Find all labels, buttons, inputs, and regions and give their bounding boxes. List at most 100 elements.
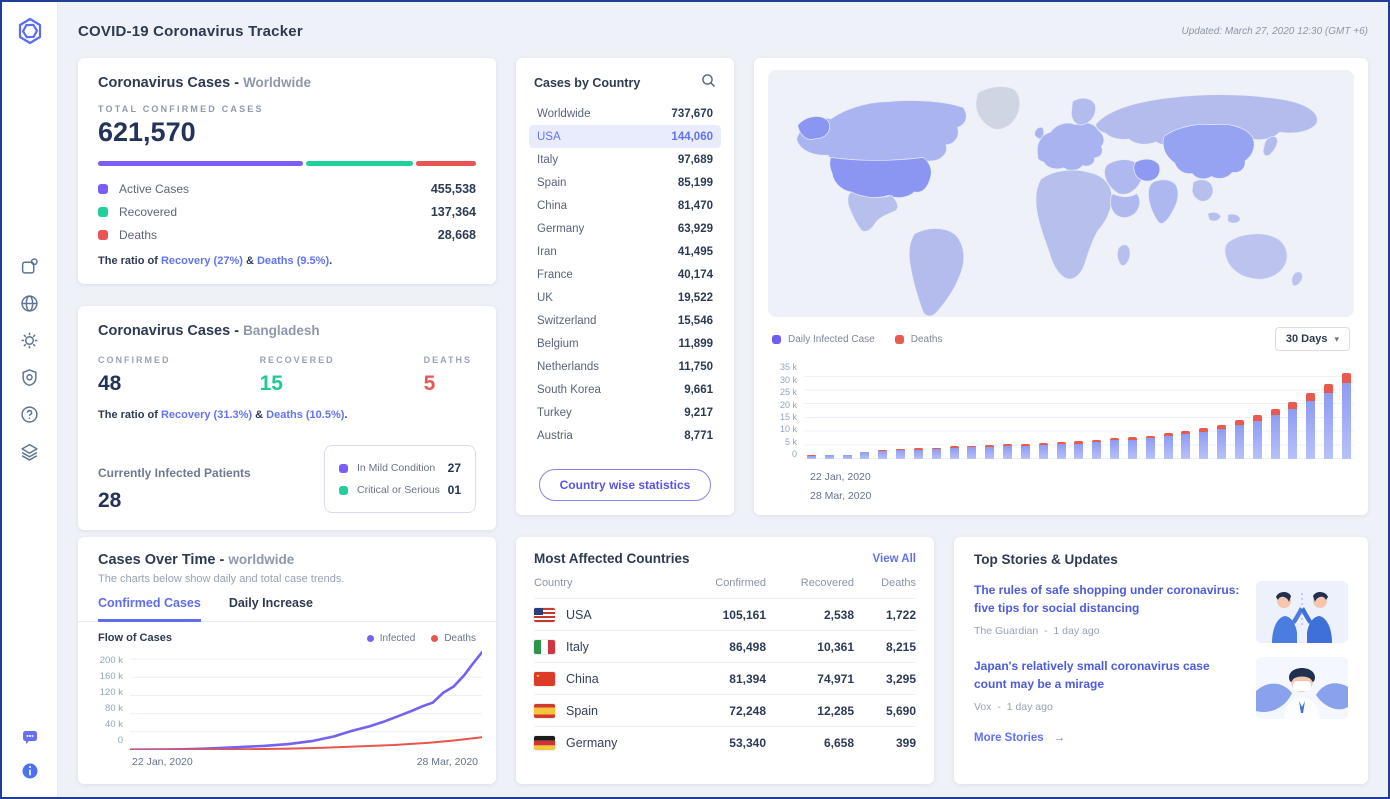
country-row[interactable]: Turkey 9,217 — [529, 401, 721, 424]
country-row[interactable]: UK 19,522 — [529, 286, 721, 309]
bar[interactable] — [1163, 433, 1173, 460]
country-row[interactable]: Italy 97,689 — [529, 148, 721, 171]
bar[interactable] — [1056, 442, 1066, 460]
legend-label: Active Cases — [119, 181, 190, 196]
y-tick: 120 k — [99, 687, 123, 699]
country-row[interactable]: France 40,174 — [529, 263, 721, 286]
bar[interactable] — [1324, 383, 1334, 460]
bar[interactable] — [1074, 441, 1084, 460]
story-headline[interactable]: Japan's relatively small coronavirus cas… — [974, 659, 1210, 691]
recovered-swatch — [98, 206, 108, 217]
story-source: The Guardian — [974, 625, 1039, 637]
y-tick: 200 k — [99, 655, 123, 666]
recovered-value: 12,285 — [817, 703, 854, 718]
tab-confirmed-cases[interactable]: Confirmed Cases — [98, 596, 201, 622]
country-row[interactable]: South Korea 9,661 — [529, 378, 721, 401]
bar[interactable] — [1092, 440, 1102, 460]
range-selector-dropdown[interactable]: 30 Days ▾ — [1274, 327, 1350, 352]
layers-icon[interactable] — [20, 442, 40, 462]
country-row[interactable]: Germany 63,929 — [529, 217, 721, 240]
country-row[interactable]: Switzerland 15,546 — [529, 309, 721, 332]
app-logo-icon[interactable] — [15, 16, 45, 51]
table-row[interactable]: Germany 53,340 6,658 399 — [534, 726, 916, 758]
country-row[interactable]: China 81,470 — [529, 194, 721, 217]
country-wise-statistics-button[interactable]: Country wise statistics — [538, 469, 712, 501]
recovery-ratio-link[interactable]: Recovery (31.3%) — [160, 409, 253, 421]
y-tick: 0 — [117, 735, 123, 747]
bar[interactable] — [1234, 420, 1244, 460]
window-icon[interactable] — [20, 257, 40, 277]
deaths-ratio-link[interactable]: Deaths (9.5%) — [256, 255, 330, 267]
chat-icon[interactable] — [20, 727, 40, 747]
bar-deaths-segment — [913, 448, 923, 450]
bar-chart-y-axis: 35 k 30 k 25 k 20 k 15 k 10 k 5 k 0 — [768, 363, 804, 459]
country-row[interactable]: Austria 8,771 — [529, 424, 721, 447]
bar[interactable] — [1181, 430, 1191, 460]
help-icon[interactable] — [20, 405, 40, 425]
table-row[interactable]: China 81,394 74,971 3,295 — [534, 662, 916, 694]
shield-virus-icon[interactable] — [20, 368, 40, 388]
country-row[interactable]: USA 144,060 — [529, 125, 721, 148]
story-image-masked-doctor — [1256, 657, 1348, 719]
bar[interactable] — [1252, 415, 1262, 460]
globe-icon[interactable] — [20, 294, 40, 314]
story-item[interactable]: Japan's relatively small coronavirus cas… — [974, 657, 1348, 719]
bar[interactable] — [1270, 409, 1280, 460]
active-cases-swatch — [98, 183, 108, 194]
bar-deaths-segment — [860, 451, 870, 453]
country-row[interactable]: Netherlands 11,750 — [529, 355, 721, 378]
ratio-prefix: The ratio of — [98, 255, 158, 267]
bar[interactable] — [1003, 444, 1013, 460]
bar[interactable] — [1341, 372, 1351, 460]
world-map[interactable] — [768, 70, 1354, 318]
currently-infected-label: Currently Infected Patients — [98, 466, 251, 480]
country-row[interactable]: Spain 85,199 — [529, 171, 721, 194]
recovery-ratio-link[interactable]: Recovery (27%) — [160, 255, 243, 267]
bar[interactable] — [1145, 435, 1155, 460]
table-row[interactable]: USA 105,161 2,538 1,722 — [534, 598, 916, 630]
table-row[interactable]: Spain 72,248 12,285 5,690 — [534, 694, 916, 726]
bar[interactable] — [896, 448, 906, 460]
bar[interactable] — [967, 445, 977, 460]
bar[interactable] — [824, 454, 834, 460]
bar[interactable] — [860, 451, 870, 460]
bar[interactable] — [931, 447, 941, 460]
bar[interactable] — [1288, 402, 1298, 460]
critical-condition-row: Critical or Serious 01 — [339, 479, 461, 501]
country-row[interactable]: Worldwide 737,670 — [529, 102, 721, 125]
bar[interactable] — [1217, 424, 1227, 460]
top-stories-title: Top Stories & Updates — [974, 552, 1118, 567]
most-affected-title: Most Affected Countries — [534, 551, 690, 566]
legend-row-recovered: Recovered 137,364 — [98, 200, 476, 223]
story-item[interactable]: The rules of safe shopping under coronav… — [974, 581, 1348, 643]
bar[interactable] — [949, 446, 959, 460]
card-title-text: Coronavirus Cases - — [98, 323, 240, 339]
bar[interactable] — [1199, 428, 1209, 460]
country-row[interactable]: Iran 41,495 — [529, 240, 721, 263]
bar[interactable] — [807, 455, 816, 460]
more-stories-link[interactable]: More Stories → — [974, 732, 1348, 744]
virus-icon[interactable] — [20, 331, 40, 351]
condition-value: 01 — [447, 483, 461, 497]
table-row[interactable]: Italy 86,498 10,361 8,215 — [534, 630, 916, 662]
info-icon[interactable] — [20, 761, 40, 781]
view-all-link[interactable]: View All — [872, 552, 916, 565]
search-icon[interactable] — [701, 73, 716, 93]
bar-deaths-segment — [1234, 420, 1244, 425]
country-row[interactable]: Belgium 11,899 — [529, 332, 721, 355]
story-headline[interactable]: The rules of safe shopping under coronav… — [974, 583, 1240, 615]
bar[interactable] — [985, 445, 995, 460]
deaths-ratio-link[interactable]: Deaths (10.5%) — [266, 409, 345, 421]
bar[interactable] — [1020, 443, 1030, 460]
bar[interactable] — [842, 454, 852, 460]
tab-daily-increase[interactable]: Daily Increase — [228, 596, 313, 610]
bar[interactable] — [878, 449, 888, 460]
bar[interactable] — [1127, 436, 1137, 460]
bar[interactable] — [913, 448, 923, 460]
bar-infected-segment — [1163, 436, 1173, 460]
bangladesh-stats: CONFIRMED 48 RECOVERED 15 DEATHS 5 — [98, 355, 476, 396]
bar[interactable] — [1110, 437, 1120, 460]
bar[interactable] — [1038, 442, 1048, 460]
bar[interactable] — [1306, 393, 1316, 460]
bar-infected-segment — [1199, 432, 1209, 460]
